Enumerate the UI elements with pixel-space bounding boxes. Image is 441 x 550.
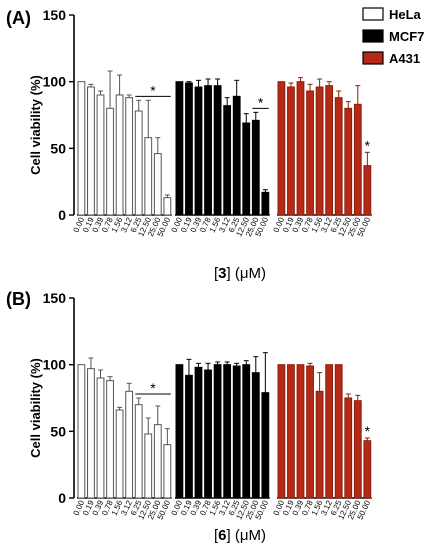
significance-marker: * [150,380,156,396]
bar-hela [106,380,114,499]
legend: HeLa MCF7 A431 [362,7,424,66]
panel-label: (A) [6,8,31,28]
legend-label-mcf7: MCF7 [389,29,424,44]
bar-mcf7 [185,374,193,499]
bar-mcf7 [175,81,184,216]
bar-hela [144,433,153,499]
legend-label-a431: A431 [389,51,420,66]
y-tick-label: 50 [50,423,66,439]
y-axis-title: Cell viability (%) [28,75,43,175]
bar-mcf7 [213,85,222,216]
bar-a431 [315,390,324,499]
significance-marker: * [365,423,371,439]
bar-a431 [315,86,324,216]
bar-mcf7 [242,122,251,216]
bar-hela [163,197,172,216]
bar-mcf7 [185,82,193,216]
bar-mcf7 [204,369,212,499]
bar-a431 [325,85,334,216]
bar-a431 [277,81,286,216]
y-tick-label: 50 [50,140,66,156]
bar-mcf7 [242,364,251,499]
bar-hela [87,86,95,216]
bar-mcf7 [194,366,203,499]
bar-hela [77,81,86,216]
bar-mcf7 [213,364,222,499]
bar-hela [134,404,143,499]
y-axis-title: Cell viability (%) [28,358,43,458]
bar-mcf7 [204,85,212,216]
bar-hela [125,97,134,216]
x-axis-title-prefix: [ [214,265,219,282]
bar-mcf7 [175,364,184,499]
bar-hela [96,94,105,216]
legend-label-hela: HeLa [389,7,422,22]
bar-a431 [334,364,343,499]
bar-hela [153,153,162,216]
bar-mcf7 [251,372,260,499]
x-axis-title-suffix: ] (μM) [227,527,266,544]
bar-a431 [277,364,286,499]
bar-mcf7 [261,392,270,499]
bar-mcf7 [223,364,232,499]
legend-swatch-hela [362,7,384,21]
legend-swatch-a431 [362,51,384,65]
bar-hela [144,137,153,216]
x-axis-title-prefix: [ [214,527,219,544]
bar-a431 [363,165,372,216]
bar-mcf7 [194,86,203,216]
x-axis-title: [3] (μM) [214,265,266,282]
bar-hela [125,390,134,499]
panel-label: (B) [6,289,31,309]
bar-a431 [306,365,314,499]
significance-marker: * [365,137,371,153]
bar-hela [96,377,105,499]
bar-mcf7 [232,365,241,499]
y-tick-label: 0 [58,490,66,506]
bar-mcf7 [251,119,260,216]
y-tick-label: 100 [43,74,67,90]
x-axis-title-suffix: ] (μM) [227,265,266,282]
bar-a431 [306,90,314,216]
bar-hela [77,364,86,499]
bar-mcf7 [232,95,241,216]
x-axis-title: [6] (μM) [214,527,266,544]
bar-hela [163,444,172,499]
significance-marker: * [258,94,264,110]
bar-a431 [296,364,305,499]
bar-hela [87,368,95,499]
x-axis-title-compound: 3 [218,265,226,282]
bar-hela [106,107,114,216]
bar-a431 [363,440,372,499]
x-axis-title-compound: 6 [218,527,226,544]
bar-a431 [353,400,362,499]
y-tick-label: 150 [43,7,67,23]
bar-hela [115,409,124,499]
bar-a431 [325,364,334,499]
y-tick-label: 150 [43,290,67,306]
significance-marker: * [150,82,156,98]
y-tick-label: 0 [58,207,66,223]
bar-a431 [353,103,362,216]
legend-swatch-mcf7 [362,29,384,43]
bar-a431 [334,97,343,216]
bar-hela [134,110,143,216]
bar-hela [153,424,162,499]
bar-a431 [287,86,295,216]
y-tick-label: 100 [43,357,67,373]
bar-a431 [287,364,295,499]
bar-mcf7 [261,191,270,216]
bar-a431 [296,81,305,216]
bar-a431 [344,107,353,216]
bar-a431 [344,397,353,499]
bar-mcf7 [223,105,232,216]
bar-hela [115,94,124,216]
